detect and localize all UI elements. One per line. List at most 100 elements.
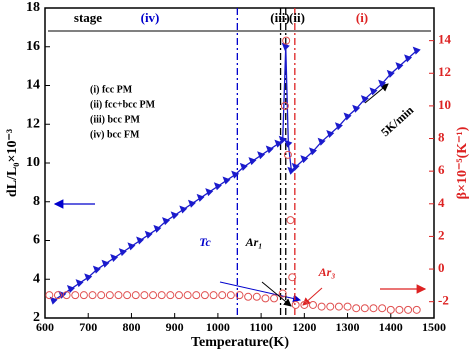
marker: [84, 273, 93, 282]
marker: [404, 305, 413, 314]
x-tick-label: 600: [36, 320, 54, 334]
marker: [239, 162, 248, 171]
marker: [265, 145, 274, 154]
marker: [280, 101, 289, 110]
x-tick-label: 800: [122, 320, 140, 334]
marker: [352, 304, 361, 313]
marker: [308, 147, 317, 156]
marker: [360, 304, 369, 313]
marker: [140, 291, 149, 300]
marker: [278, 289, 287, 298]
x-tick-label: 1000: [206, 320, 230, 334]
marker: [235, 291, 244, 300]
marker: [196, 193, 205, 202]
marker: [395, 305, 404, 314]
marker: [218, 291, 227, 300]
marker: [369, 304, 378, 313]
marker: [352, 104, 361, 113]
marker: [136, 236, 145, 245]
pointer-arrow: [302, 287, 323, 306]
annotation: 5K/min: [378, 103, 416, 139]
marker: [62, 291, 71, 300]
marker: [282, 36, 291, 45]
marker: [317, 302, 326, 311]
marker: [300, 300, 309, 309]
marker: [183, 291, 192, 300]
marker: [105, 291, 114, 300]
marker: [244, 292, 253, 301]
marker: [149, 291, 158, 300]
marker: [118, 248, 127, 257]
marker: [153, 224, 162, 233]
marker: [288, 273, 297, 282]
marker: [261, 294, 270, 303]
series-line: [53, 46, 418, 302]
y-tick-label: 6: [33, 233, 40, 248]
marker: [231, 170, 240, 179]
y2-tick-label: 10: [438, 97, 451, 112]
marker: [45, 291, 54, 300]
marker: [284, 139, 293, 148]
annotation: Ar₁: [245, 235, 263, 249]
y-tick-label: 4: [33, 271, 40, 286]
marker: [222, 176, 231, 185]
marker: [226, 291, 235, 300]
annotation: Tc: [199, 235, 211, 249]
legend-note: (i) fcc PM: [90, 84, 133, 95]
plot-frame: [44, 7, 435, 319]
y-axis-label: dL/L₀×10⁻³: [5, 129, 20, 197]
marker: [75, 279, 84, 288]
marker: [343, 302, 352, 311]
marker: [308, 300, 317, 309]
pointer-arrow: [261, 281, 292, 307]
marker: [300, 155, 309, 164]
marker: [278, 135, 287, 144]
marker: [162, 217, 171, 226]
marker: [71, 291, 80, 300]
y-tick-label: 14: [26, 78, 40, 93]
marker: [326, 302, 335, 311]
y-tick-label: 8: [33, 194, 40, 209]
x-tick-label: 700: [79, 320, 97, 334]
y2-axis-label: β×10⁻⁵(K⁻¹): [455, 126, 470, 199]
pointer-arrow: [219, 281, 301, 303]
x-axis-label: Temperature(K): [191, 335, 289, 350]
marker: [404, 54, 413, 63]
y2-tick-label: 6: [438, 162, 445, 177]
marker: [360, 95, 369, 104]
annotation: Ar₃: [318, 265, 336, 279]
stage-label: stage: [74, 10, 102, 25]
marker: [174, 291, 183, 300]
y-tick-label: 10: [26, 155, 40, 170]
marker: [326, 129, 335, 138]
y2-tick-label: -2: [438, 293, 449, 308]
marker: [200, 291, 209, 300]
marker: [127, 242, 136, 251]
marker: [192, 291, 201, 300]
legend-note: (ii) fcc+bcc PM: [90, 99, 156, 110]
y-tick-label: 16: [26, 39, 40, 54]
y2-tick-label: 4: [438, 195, 445, 210]
marker: [144, 230, 153, 239]
marker: [49, 296, 58, 305]
marker: [369, 87, 378, 96]
marker: [248, 157, 257, 166]
marker: [101, 259, 110, 268]
marker: [343, 112, 352, 121]
marker: [378, 79, 387, 88]
marker: [92, 265, 101, 274]
marker: [281, 42, 290, 51]
marker: [187, 199, 196, 208]
marker: [378, 304, 387, 313]
x-tick-label: 1100: [249, 320, 272, 334]
marker: [395, 62, 404, 71]
marker: [209, 291, 218, 300]
y2-tick-label: 2: [438, 227, 445, 242]
x-tick-label: 1200: [292, 320, 316, 334]
y-tick-label: 18: [26, 0, 40, 15]
marker: [157, 291, 166, 300]
marker: [79, 291, 88, 300]
marker: [283, 150, 292, 159]
x-tick-label: 900: [166, 320, 184, 334]
marker: [274, 139, 283, 148]
